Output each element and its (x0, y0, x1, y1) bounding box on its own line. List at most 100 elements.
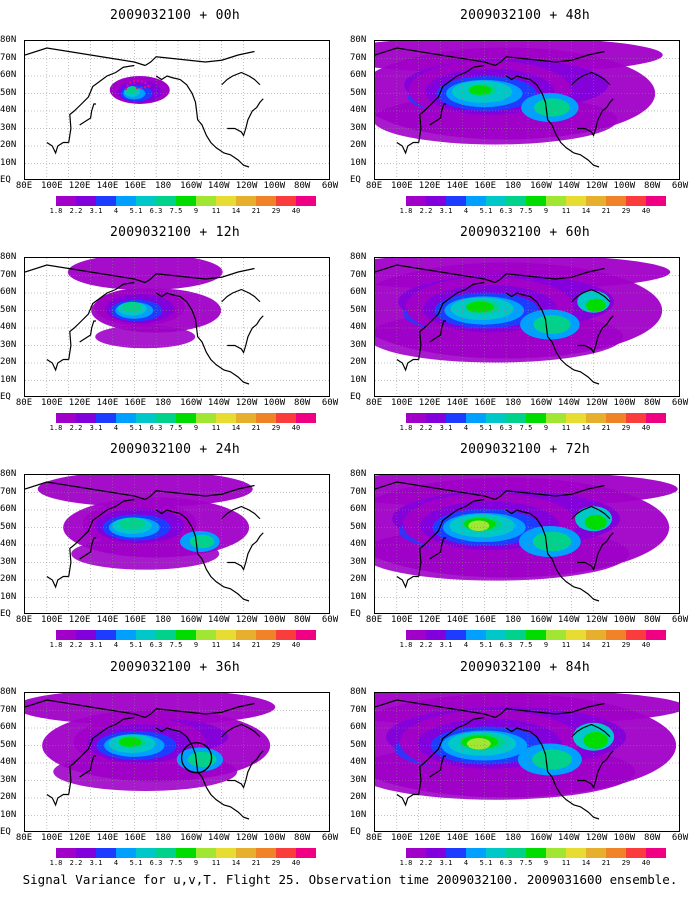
colorbar-label: 1.8 (399, 859, 413, 867)
variance-contour (584, 514, 607, 530)
latitude-tick-label: 10N (350, 591, 367, 602)
longitude-tick-label: 160W (180, 181, 202, 191)
longitude-tick-label: 120E (418, 615, 441, 625)
coastline (505, 727, 600, 820)
colorbar-label: 7.5 (519, 641, 533, 649)
latitude-tick-label: 30N (0, 122, 17, 133)
latitude-tick-label: 80N (350, 469, 367, 479)
panel-title: 2009032100 + 48h (459, 8, 591, 23)
colorbar-label: 29 (621, 424, 631, 432)
latitude-tick-label: 40N (0, 105, 17, 115)
colorbar-swatch (626, 413, 646, 423)
colorbar-swatch (156, 630, 176, 640)
latitude-tick-label: 20N (350, 792, 367, 802)
colorbar-label: 29 (621, 641, 631, 649)
longitude-tick-label: 80E (15, 398, 33, 408)
coastline (418, 498, 485, 577)
longitude-tick-label: 100E (40, 833, 63, 843)
colorbar-label: 40 (641, 641, 651, 649)
colorbar-label: 11 (211, 424, 221, 432)
longitude-tick-label: 80E (15, 181, 33, 191)
latitude-tick-label: EQ (350, 609, 361, 619)
longitude-tick-label: 160W (530, 615, 552, 625)
colorbar-swatch (426, 630, 446, 640)
colorbar-label: 5.1 (479, 641, 493, 649)
longitude-tick-label: 120E (418, 181, 441, 191)
longitude-axis: 80E 100E 120E 140E 160E 180 160W 140W 120W 100W 80… (364, 615, 694, 627)
colorbar (56, 848, 316, 858)
colorbar (406, 848, 666, 858)
colorbar-label: 40 (291, 424, 301, 432)
colorbar-label: 9 (193, 424, 199, 432)
colorbar-swatch (466, 630, 486, 640)
colorbar-label: 6.3 (149, 641, 163, 649)
longitude-tick-label: 160W (530, 398, 552, 408)
longitude-tick-label: 140E (96, 181, 119, 191)
latitude-tick-label: 60N (0, 287, 17, 297)
colorbar-label: 2.2 (69, 207, 83, 215)
latitude-tick-label: 20N (350, 357, 367, 367)
colorbar-swatch (116, 630, 136, 640)
panel-title: 2009032100 + 84h (459, 660, 591, 675)
colorbar-swatch (116, 196, 136, 206)
latitude-tick-label: 50N (350, 87, 367, 98)
variance-contour (122, 301, 143, 313)
colorbar-label: 4 (113, 424, 119, 432)
colorbar-swatch (586, 848, 606, 858)
longitude-axis: 80E 100E 120E 140E 160E 180 160W 140W 120W 100W 80… (364, 833, 694, 845)
latitude-tick-label: 70N (350, 269, 367, 280)
colorbar-swatch (56, 413, 76, 423)
colorbar-swatch (156, 196, 176, 206)
colorbar-swatch (606, 630, 626, 640)
panel-title: 2009032100 + 72h (459, 442, 591, 457)
colorbar-label: 40 (291, 207, 301, 215)
colorbar-label: 11 (211, 859, 221, 867)
map-panel: 2009032100 + 00h 80N 70N 60N 50N 40N 30N 20N 10N… (0, 0, 350, 215)
longitude-tick-label: 160W (180, 398, 202, 408)
longitude-tick-label: 140W (207, 398, 230, 408)
latitude-tick-label: 70N (0, 52, 17, 63)
coastline (429, 320, 447, 343)
latitude-tick-label: 20N (350, 574, 367, 584)
longitude-tick-label: 160E (124, 833, 147, 843)
latitude-tick-label: 40N (0, 322, 17, 332)
map-panel: 2009032100 + 24h 80N 70N 60N 50N 40N 30N 20N 10N… (0, 434, 350, 649)
latitude-tick-label: 10N (0, 809, 17, 820)
colorbar-swatch (136, 630, 156, 640)
variance-contour (532, 749, 573, 770)
latitude-tick-label: 20N (350, 140, 367, 150)
coastline (577, 750, 614, 789)
colorbar-swatch (56, 196, 76, 206)
latitude-tick-label: 60N (350, 287, 367, 297)
coastline (155, 75, 250, 168)
colorbar-label: 40 (641, 424, 651, 432)
colorbar (406, 196, 666, 206)
colorbar-swatch (626, 196, 646, 206)
colorbar-label: 9 (543, 207, 549, 215)
longitude-tick-label: 100E (40, 398, 63, 408)
coastline (227, 532, 264, 571)
latitude-tick-label: 40N (350, 757, 367, 767)
longitude-tick-label: 120W (235, 181, 258, 191)
longitude-tick-label: 160E (474, 398, 497, 408)
longitude-tick-label: 140E (446, 181, 469, 191)
longitude-tick-label: 100W (263, 398, 286, 408)
longitude-tick-label: 180 (504, 833, 522, 843)
colorbar-swatch (546, 196, 566, 206)
longitude-tick-label: 80E (365, 833, 383, 843)
colorbar-swatch (646, 848, 666, 858)
coastline (46, 358, 69, 372)
colorbar-label: 3.1 (439, 424, 453, 432)
colorbar-swatch (256, 848, 276, 858)
latitude-tick-label: 80N (350, 687, 367, 697)
colorbar-label: 14 (581, 859, 591, 867)
colorbar-label: 11 (211, 641, 221, 649)
latitude-tick-label: 30N (0, 556, 17, 567)
longitude-tick-label: 140W (557, 398, 580, 408)
longitude-tick-label: 180 (154, 398, 172, 408)
colorbar-label: 21 (601, 424, 611, 432)
coastline (577, 98, 614, 137)
colorbar-label: 1.8 (399, 207, 413, 215)
colorbar-swatch (76, 848, 96, 858)
colorbar-swatch (276, 848, 296, 858)
